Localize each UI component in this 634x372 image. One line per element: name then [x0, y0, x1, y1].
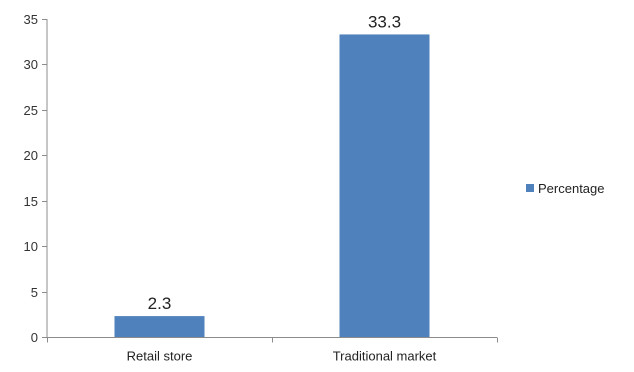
data-label: 33.3	[368, 12, 401, 31]
y-tick-label: 15	[24, 194, 38, 209]
bars	[114, 34, 430, 338]
legend-swatch-percentage	[526, 184, 534, 192]
y-tick-label: 10	[24, 239, 38, 254]
x-category-label: Retail store	[127, 349, 193, 364]
legend-label-percentage: Percentage	[538, 181, 605, 196]
y-axis: 0 5 10 15 20 25 30 35	[24, 12, 48, 345]
y-tick-label: 30	[24, 57, 38, 72]
y-tick-label: 0	[31, 330, 38, 345]
data-labels: 2.3 33.3	[148, 12, 401, 313]
data-label: 2.3	[148, 294, 172, 313]
y-tick-label: 20	[24, 148, 38, 163]
legend: Percentage	[526, 181, 605, 196]
x-axis: Retail store Traditional market	[47, 337, 498, 364]
x-category-label: Traditional market	[333, 349, 437, 364]
y-tick-label: 35	[24, 12, 38, 27]
bar-retail-store	[114, 316, 205, 337]
y-tick-label: 25	[24, 103, 38, 118]
bar-traditional-market	[339, 34, 430, 338]
y-tick-label: 5	[31, 285, 38, 300]
